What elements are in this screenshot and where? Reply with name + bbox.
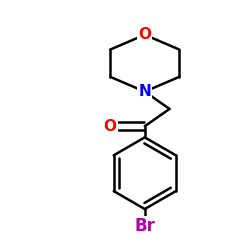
Text: O: O — [138, 27, 151, 42]
Text: N: N — [138, 84, 151, 99]
Text: Br: Br — [134, 217, 155, 235]
Text: O: O — [104, 119, 117, 134]
